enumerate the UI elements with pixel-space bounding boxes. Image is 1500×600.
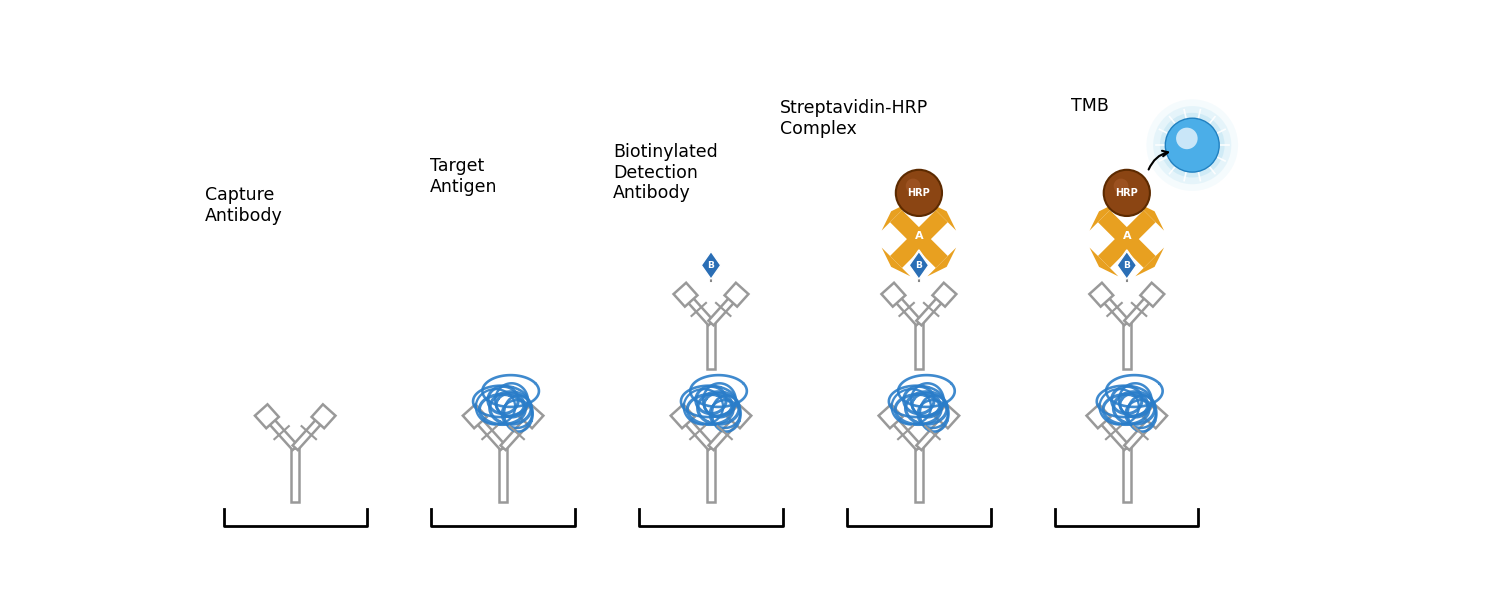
Polygon shape (682, 292, 714, 325)
Circle shape (1166, 118, 1219, 172)
Text: A: A (1122, 231, 1131, 241)
Polygon shape (472, 414, 506, 450)
Polygon shape (1089, 202, 1119, 230)
Bar (1124, 448, 1131, 502)
Polygon shape (255, 404, 279, 428)
Polygon shape (890, 233, 926, 268)
Polygon shape (1118, 250, 1136, 275)
Text: Streptavidin-HRP
Complex: Streptavidin-HRP Complex (780, 99, 928, 138)
Polygon shape (1089, 248, 1119, 277)
Polygon shape (674, 283, 698, 307)
Polygon shape (882, 248, 910, 277)
Polygon shape (933, 283, 957, 307)
Circle shape (1113, 179, 1128, 193)
Circle shape (896, 170, 942, 216)
Polygon shape (910, 250, 927, 275)
Polygon shape (890, 210, 926, 245)
Text: A: A (915, 231, 922, 241)
Polygon shape (519, 404, 543, 428)
Text: HRP: HRP (908, 188, 930, 198)
Bar (915, 323, 922, 369)
Bar (291, 448, 298, 502)
Polygon shape (1124, 292, 1155, 325)
Text: TMB: TMB (1071, 97, 1108, 115)
Polygon shape (909, 251, 928, 279)
Polygon shape (1096, 414, 1130, 450)
Polygon shape (1120, 233, 1155, 268)
Polygon shape (680, 414, 714, 450)
Circle shape (1104, 170, 1150, 216)
Polygon shape (914, 233, 948, 268)
Polygon shape (1120, 210, 1155, 245)
Polygon shape (914, 210, 948, 245)
Bar (500, 448, 507, 502)
Polygon shape (1098, 233, 1132, 268)
Polygon shape (1118, 251, 1137, 279)
Polygon shape (888, 414, 921, 450)
Text: B: B (1124, 257, 1130, 266)
Circle shape (906, 179, 921, 193)
Polygon shape (728, 404, 752, 428)
Polygon shape (916, 414, 950, 450)
Polygon shape (927, 202, 956, 230)
Circle shape (1146, 100, 1238, 191)
Polygon shape (670, 404, 694, 428)
Circle shape (1160, 113, 1224, 178)
Polygon shape (1136, 248, 1164, 277)
Bar (706, 323, 716, 369)
Polygon shape (1124, 414, 1158, 450)
Polygon shape (891, 292, 921, 325)
Text: HRP: HRP (1116, 188, 1138, 198)
Bar (915, 448, 922, 502)
Polygon shape (1136, 202, 1164, 230)
Polygon shape (1098, 292, 1130, 325)
Bar (1124, 323, 1131, 369)
Text: B: B (1124, 261, 1130, 270)
Polygon shape (1086, 404, 1110, 428)
Polygon shape (916, 292, 946, 325)
Text: B: B (915, 261, 922, 270)
Polygon shape (708, 414, 742, 450)
Polygon shape (927, 248, 956, 277)
Polygon shape (464, 404, 486, 428)
Text: Capture
Antibody: Capture Antibody (206, 186, 284, 225)
Text: B: B (708, 261, 714, 270)
Polygon shape (292, 414, 326, 450)
Polygon shape (1089, 283, 1113, 307)
Polygon shape (879, 404, 903, 428)
Polygon shape (1098, 210, 1132, 245)
Polygon shape (724, 283, 748, 307)
Polygon shape (708, 292, 740, 325)
Polygon shape (882, 202, 910, 230)
Polygon shape (702, 251, 720, 279)
Polygon shape (501, 414, 534, 450)
Polygon shape (264, 414, 298, 450)
Circle shape (1154, 106, 1232, 184)
Polygon shape (936, 404, 958, 428)
Bar (706, 448, 716, 502)
Text: B: B (916, 257, 922, 266)
Polygon shape (1143, 404, 1167, 428)
Polygon shape (312, 404, 336, 428)
Polygon shape (882, 283, 906, 307)
Polygon shape (1140, 283, 1164, 307)
Circle shape (1176, 128, 1197, 149)
Text: Target
Antigen: Target Antigen (430, 157, 498, 196)
Text: Biotinylated
Detection
Antibody: Biotinylated Detection Antibody (614, 143, 718, 202)
